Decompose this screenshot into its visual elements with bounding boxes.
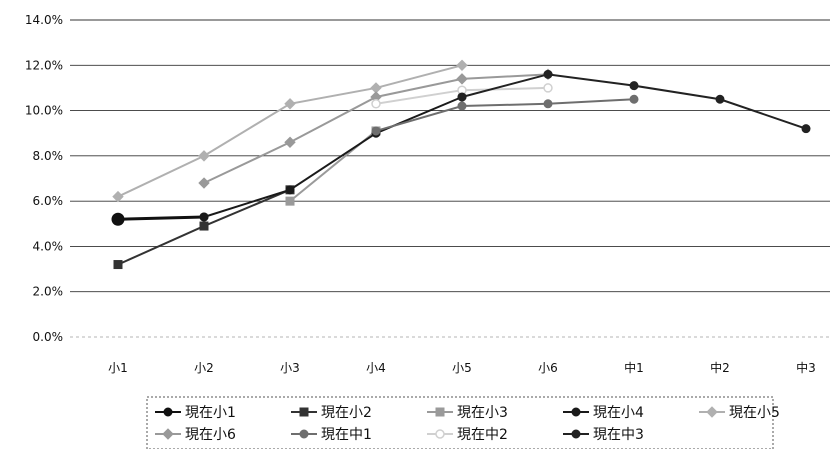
x-tick-label: 小2 bbox=[194, 361, 214, 375]
data-point bbox=[371, 99, 381, 109]
data-point bbox=[457, 101, 467, 111]
legend-item: 現在小5 bbox=[699, 405, 780, 421]
data-point bbox=[113, 260, 123, 270]
series-7 bbox=[371, 94, 639, 136]
series-2 bbox=[113, 185, 295, 270]
data-point bbox=[715, 94, 725, 104]
legend-label: 現在小6 bbox=[185, 427, 236, 443]
legend-label: 現在中2 bbox=[457, 427, 508, 443]
y-tick-label: 14.0% bbox=[25, 13, 63, 27]
legend-item: 現在中1 bbox=[291, 427, 372, 443]
legend-label: 現在小3 bbox=[457, 405, 508, 421]
legend-marker bbox=[571, 429, 581, 439]
data-point bbox=[285, 185, 295, 195]
y-tick-label: 2.0% bbox=[33, 285, 64, 299]
series-5 bbox=[112, 59, 468, 203]
series-line bbox=[117, 215, 205, 221]
data-point bbox=[371, 126, 381, 136]
legend-label: 現在中1 bbox=[321, 427, 372, 443]
data-point bbox=[198, 150, 210, 162]
data-point bbox=[111, 212, 125, 226]
legend-label: 現在小2 bbox=[321, 405, 372, 421]
data-point bbox=[285, 196, 295, 206]
series-line bbox=[375, 98, 635, 132]
legend-marker bbox=[435, 407, 445, 417]
x-axis-ticks: 小1 小2 小3 小4 小5 小6 中1 中2 中3 bbox=[108, 360, 816, 375]
series-9 bbox=[457, 69, 811, 134]
legend-marker bbox=[299, 429, 309, 439]
x-tick-label: 小1 bbox=[108, 361, 128, 375]
y-tick-label: 0.0% bbox=[33, 330, 64, 344]
legend-item: 現在小6 bbox=[155, 427, 236, 443]
data-point bbox=[284, 136, 296, 148]
legend-marker bbox=[435, 429, 445, 439]
series-line bbox=[117, 64, 463, 198]
data-point bbox=[199, 212, 209, 222]
data-point bbox=[456, 73, 468, 85]
x-tick-label: 小6 bbox=[538, 361, 558, 375]
y-tick-label: 8.0% bbox=[33, 149, 64, 163]
data-point bbox=[457, 92, 467, 102]
data-point bbox=[198, 177, 210, 189]
legend-marker bbox=[571, 407, 581, 417]
data-point bbox=[543, 69, 553, 79]
legend-item: 現在中3 bbox=[563, 427, 644, 443]
legend-label: 現在小1 bbox=[185, 405, 236, 421]
grid-lines bbox=[70, 19, 830, 338]
legend-label: 現在小5 bbox=[729, 405, 780, 421]
legend-marker bbox=[162, 428, 174, 440]
series-4 bbox=[199, 92, 467, 222]
legend-marker bbox=[299, 407, 309, 417]
x-tick-label: 小5 bbox=[452, 361, 472, 375]
legend-marker bbox=[163, 407, 173, 417]
data-point bbox=[199, 221, 209, 231]
legend-box bbox=[146, 396, 774, 449]
y-tick-label: 6.0% bbox=[33, 194, 64, 208]
legend-label: 現在小4 bbox=[593, 405, 644, 421]
y-axis-ticks: 0.0% 2.0% 4.0% 6.0% 8.0% 10.0% 12.0% 14.0% bbox=[25, 13, 63, 344]
y-tick-label: 4.0% bbox=[33, 239, 64, 253]
data-point bbox=[629, 94, 639, 104]
legend-item: 現在小4 bbox=[563, 405, 644, 421]
data-point bbox=[543, 99, 553, 109]
y-tick-label: 12.0% bbox=[25, 58, 63, 72]
legend-item: 現在小3 bbox=[427, 405, 508, 421]
y-tick-label: 10.0% bbox=[25, 104, 63, 118]
legend: 現在小1 現在小2 現在小3 現在小4 現在小5 現在小6 現在中1 現在中2 現在中3 bbox=[146, 396, 780, 449]
legend-item: 現在小1 bbox=[155, 405, 236, 421]
legend-item: 現在小2 bbox=[291, 405, 372, 421]
data-point bbox=[543, 83, 553, 93]
legend-label: 現在中3 bbox=[593, 427, 644, 443]
series-line bbox=[203, 96, 463, 218]
series-1 bbox=[111, 212, 209, 226]
x-tick-label: 小4 bbox=[366, 361, 386, 375]
data-point bbox=[456, 59, 468, 71]
data-point bbox=[801, 124, 811, 134]
data-point bbox=[112, 190, 124, 203]
x-tick-label: 中2 bbox=[710, 360, 730, 375]
legend-item: 現在中2 bbox=[427, 427, 508, 443]
series-lines bbox=[111, 59, 811, 270]
x-tick-label: 中3 bbox=[796, 360, 816, 375]
x-tick-label: 中1 bbox=[624, 360, 644, 375]
data-point bbox=[629, 81, 639, 91]
legend-marker bbox=[706, 406, 718, 418]
x-tick-label: 小3 bbox=[280, 361, 300, 375]
data-point bbox=[284, 98, 296, 110]
